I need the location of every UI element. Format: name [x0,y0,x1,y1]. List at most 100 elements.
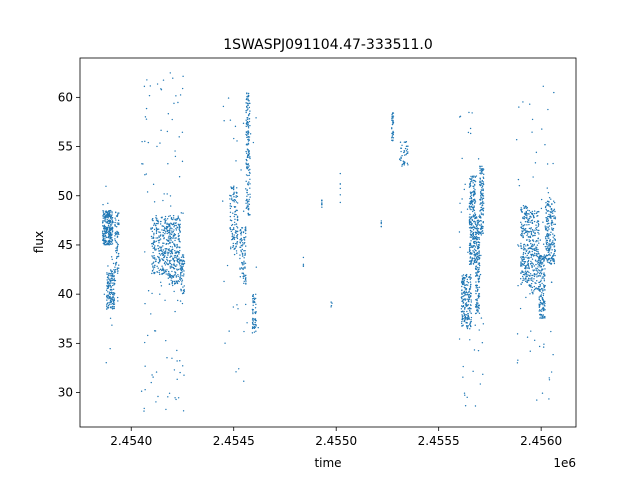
data-point [479,231,481,233]
data-point [155,215,157,217]
data-point [102,203,104,206]
data-point [109,293,111,296]
data-point [246,134,248,137]
data-point [481,202,483,205]
data-point [471,230,473,233]
data-point [157,219,159,221]
data-point [176,218,178,221]
data-point [153,240,155,242]
data-point [179,219,181,222]
data-point [407,151,409,153]
data-point [525,250,528,253]
data-point [548,225,551,227]
data-point [537,237,540,239]
data-point [245,199,247,202]
data-point [463,392,466,394]
data-point [403,161,405,163]
data-point [525,272,527,274]
data-point [238,368,240,370]
data-point [106,229,108,231]
data-point [111,274,114,277]
data-point [165,227,168,230]
data-point [244,232,247,235]
data-point [103,240,106,242]
data-point [247,92,250,95]
data-point [481,230,483,233]
data-point [549,257,551,260]
data-point [539,317,541,319]
data-point [527,259,530,262]
data-point [542,85,544,87]
data-point [538,233,540,235]
data-point [245,110,247,112]
data-point [466,326,468,328]
data-point [239,254,241,256]
data-point [471,206,474,209]
data-point [532,240,535,242]
data-point [155,222,158,225]
data-point [552,243,554,246]
data-point [523,215,525,218]
data-point [164,269,166,271]
data-point [524,228,527,230]
data-point [245,174,248,176]
data-point [176,264,178,266]
data-point [531,222,534,224]
data-point [255,266,258,268]
data-point [247,169,250,171]
data-point [553,248,556,251]
data-point [463,310,465,313]
data-point [146,79,148,81]
data-point [540,198,543,201]
data-point [162,245,164,247]
data-point [539,310,542,312]
data-point [527,218,529,221]
data-point [235,209,237,211]
data-point [476,273,478,275]
data-point [525,278,527,280]
data-point [183,262,186,265]
data-point [245,188,247,190]
data-point [153,228,156,231]
data-point [534,162,537,164]
data-point [144,116,147,118]
data-point [469,292,472,294]
data-point [537,248,539,251]
data-point [240,234,242,236]
data-point [536,226,538,229]
data-point [481,165,483,168]
data-point [478,262,481,265]
data-point [473,242,475,244]
data-point [145,107,148,110]
data-point [248,200,250,202]
data-point [528,250,531,253]
data-point [229,203,232,205]
data-point [248,203,251,206]
data-point [233,215,235,218]
data-point [530,284,532,287]
data-point [520,234,523,237]
data-point [107,226,109,229]
data-point [464,284,466,286]
data-point [246,155,249,158]
data-point [166,193,168,195]
data-point [466,284,469,286]
data-point [529,103,531,105]
data-point [230,230,232,233]
data-point [524,252,527,255]
data-point [522,271,524,273]
data-point [538,296,540,298]
data-point [247,200,249,202]
data-point [538,211,540,213]
data-point [530,260,532,263]
data-point [464,318,467,320]
data-point [228,330,230,332]
data-point [526,234,528,237]
data-point [246,165,248,168]
data-point [473,187,475,189]
data-point [469,322,472,324]
data-point [115,261,118,264]
data-point [178,257,180,260]
data-point [465,304,468,306]
data-point [540,258,543,260]
